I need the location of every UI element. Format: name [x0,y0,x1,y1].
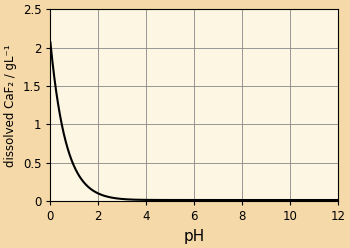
X-axis label: pH: pH [184,229,205,244]
Y-axis label: dissolved CaF₂ / gL⁻¹: dissolved CaF₂ / gL⁻¹ [4,44,17,166]
